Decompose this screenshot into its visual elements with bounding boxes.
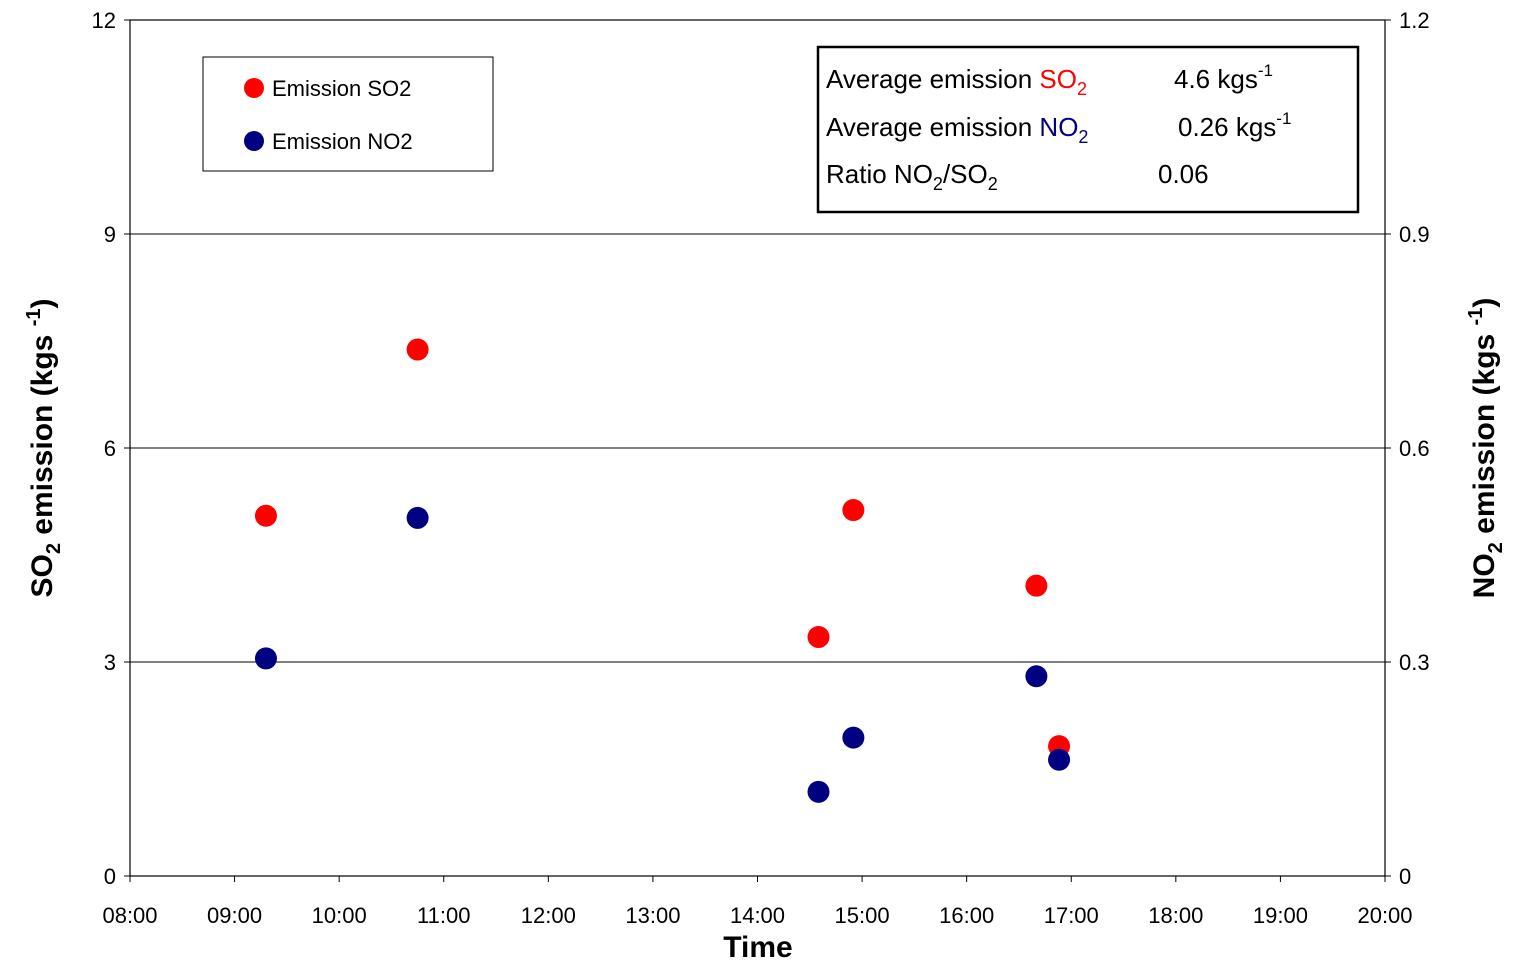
right-y-tick-label: 0.3 [1399,650,1430,675]
x-tick-label: 09:00 [207,903,262,928]
left-y-axis-title: SO2 emission (kgs -1) [23,298,65,597]
left-y-tick-label: 6 [104,436,116,461]
no2-point [1025,665,1048,688]
series-no2 [254,506,1071,803]
no2-point [807,780,830,803]
data-points [254,338,1071,803]
x-tick-label: 14:00 [730,903,785,928]
so2-point [254,504,277,527]
no2-point [842,726,865,749]
right-y-tick-label: 1.2 [1399,8,1430,33]
x-tick-label: 11:00 [417,903,470,928]
x-tick-label: 16:00 [939,903,994,928]
x-tick-label: 10:00 [312,903,367,928]
summary-line-no2: Average emission NO2 0.26 kgs-1 [826,109,1291,147]
no2-point [406,506,429,529]
x-tick-label: 19:00 [1253,903,1308,928]
no2-point [1048,748,1071,771]
legend-label-no2: Emission NO2 [272,129,413,154]
legend-box [202,56,494,172]
series-so2 [254,338,1071,758]
left-y-tick-label: 0 [104,864,116,889]
so2-point [1025,574,1048,597]
summary-so2-species: SO2 [1039,64,1087,99]
so2-point [807,626,830,649]
no2-point [254,647,277,670]
right-y-tick-label: 0.9 [1399,222,1430,247]
legend-label-so2: Emission SO2 [272,76,411,101]
legend: Emission SO2 Emission NO2 [202,56,494,172]
summary-line-ratio: Ratio NO2/SO2 0.06 [826,159,1209,194]
x-tick-label: 17:00 [1044,903,1099,928]
summary-line-so2: Average emission SO2 4.6 kgs-1 [826,61,1273,99]
left-y-tick-label: 3 [104,650,116,675]
summary-box: Average emission SO2 4.6 kgs-1 Average em… [816,45,1360,214]
right-y-axis-title: NO2 emission (kgs -1) [1465,298,1507,599]
left-y-tick-label: 12 [92,8,116,33]
x-tick-label: 12:00 [521,903,576,928]
right-y-tick-label: 0 [1399,864,1411,889]
summary-box-frame [816,45,1360,214]
x-tick-label: 15:00 [835,903,890,928]
so2-point [842,499,865,522]
so2-point [406,338,429,361]
right-y-axis: 0 0.3 0.6 0.9 1.2 [1385,8,1430,889]
x-tick-label: 18:00 [1148,903,1203,928]
x-tick-label: 13:00 [625,903,680,928]
x-tick-label: 08:00 [102,903,157,928]
left-y-axis: 0 3 6 9 12 [92,8,130,889]
right-y-tick-label: 0.6 [1399,436,1430,461]
summary-no2-species: NO2 [1039,112,1088,147]
x-axis: 08:00 09:00 10:00 11:00 12:00 13:00 14:00 15:00… [102,876,1413,928]
x-axis-title: Time [723,931,792,964]
legend-marker-no2 [244,131,264,151]
x-tick-label: 20:00 [1357,903,1412,928]
legend-marker-so2 [244,78,264,98]
left-y-tick-label: 9 [104,222,116,247]
